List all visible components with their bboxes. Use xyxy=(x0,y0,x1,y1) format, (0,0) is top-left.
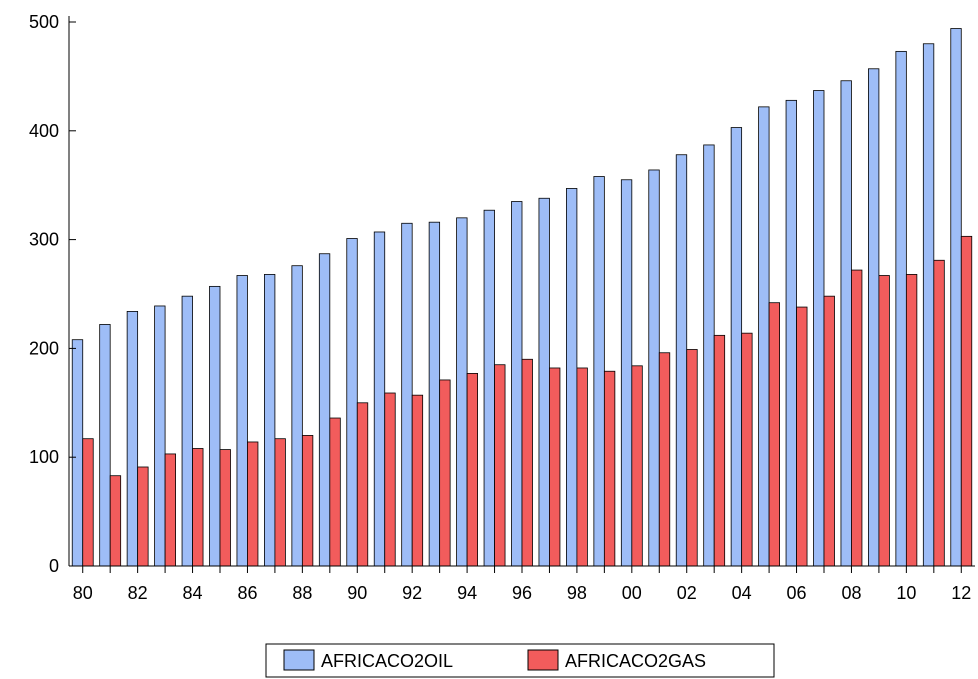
y-tick-label-300: 300 xyxy=(29,230,59,250)
bar-africaco2gas-83 xyxy=(164,453,176,567)
bar-africaco2gas-84 xyxy=(192,448,204,567)
bar-africaco2oil-91 xyxy=(373,231,386,567)
bar-africaco2oil-85 xyxy=(209,285,221,567)
bar-africaco2gas-94 xyxy=(466,373,478,567)
bar-africaco2gas-05 xyxy=(768,302,780,567)
bar-africaco2oil-82 xyxy=(126,311,139,567)
bar-africaco2gas-86 xyxy=(247,441,259,567)
legend-label-africaco2gas: AFRICACO2GAS xyxy=(565,651,706,671)
bar-africaco2gas-09 xyxy=(878,275,890,567)
bar-africaco2gas-03 xyxy=(713,334,726,567)
bar-africaco2gas-10 xyxy=(905,274,918,567)
bar-africaco2gas-88 xyxy=(301,435,314,567)
y-tick-label-500: 500 xyxy=(29,12,59,32)
x-tick-label-88: 88 xyxy=(292,583,312,603)
x-tick-label-12: 12 xyxy=(951,583,971,603)
bar-africaco2oil-81 xyxy=(99,324,111,567)
legend: AFRICACO2OIL AFRICACO2GAS xyxy=(265,643,775,678)
bar-africaco2oil-94 xyxy=(456,217,468,567)
bar-africaco2gas-06 xyxy=(796,306,808,567)
legend-label-africaco2oil: AFRICACO2OIL xyxy=(321,651,453,671)
x-tick-label-82: 82 xyxy=(128,583,148,603)
bar-africaco2oil-88 xyxy=(291,265,303,567)
y-tick-label-200: 200 xyxy=(29,338,59,358)
x-tick-label-98: 98 xyxy=(567,583,587,603)
legend-swatch-africaco2gas xyxy=(527,649,559,671)
bar-africaco2oil-97 xyxy=(538,197,550,567)
bar-africaco2oil-89 xyxy=(318,253,331,567)
bar-africaco2oil-01 xyxy=(648,169,660,567)
bar-africaco2oil-92 xyxy=(401,222,413,567)
bar-africaco2oil-02 xyxy=(675,154,688,567)
x-tick-label-94: 94 xyxy=(457,583,477,603)
bar-africaco2gas-91 xyxy=(384,392,396,567)
x-tick-label-92: 92 xyxy=(402,583,422,603)
bar-africaco2gas-80 xyxy=(82,438,94,567)
bar-africaco2gas-81 xyxy=(109,475,122,567)
bar-africaco2gas-07 xyxy=(823,295,835,567)
bar-africaco2oil-04 xyxy=(730,127,743,567)
y-tick-label-100: 100 xyxy=(29,447,59,467)
x-tick-label-02: 02 xyxy=(677,583,697,603)
axes-layer: 0 100 200 300 400 500 80 82 84 86 88 90 92 94 96 98 00 02… xyxy=(29,12,975,603)
bar-africaco2oil-93 xyxy=(428,221,441,567)
bar-africaco2gas-92 xyxy=(411,394,424,567)
bar-africaco2gas-82 xyxy=(137,466,149,567)
x-tick-label-08: 08 xyxy=(841,583,861,603)
bar-africaco2oil-03 xyxy=(703,144,715,567)
bar-africaco2gas-90 xyxy=(356,402,369,567)
bar-africaco2oil-06 xyxy=(785,99,797,567)
bar-africaco2gas-93 xyxy=(439,379,451,567)
bar-africaco2gas-08 xyxy=(851,269,863,567)
y-tick-label-0: 0 xyxy=(49,556,59,576)
x-tick-label-86: 86 xyxy=(237,583,257,603)
bar-africaco2gas-01 xyxy=(658,352,671,567)
bar-africaco2oil-00 xyxy=(620,179,633,567)
bar-africaco2gas-12 xyxy=(960,235,973,567)
bar-africaco2oil-86 xyxy=(236,275,248,567)
bar-africaco2oil-12 xyxy=(950,28,962,567)
legend-box xyxy=(265,643,775,678)
x-tick-label-00: 00 xyxy=(622,583,642,603)
bar-africaco2gas-89 xyxy=(329,417,341,567)
bar-africaco2oil-10 xyxy=(895,50,907,567)
bar-africaco2oil-80 xyxy=(71,339,84,567)
bar-africaco2gas-85 xyxy=(219,449,231,567)
bar-africaco2gas-11 xyxy=(933,259,945,567)
bar-africaco2oil-96 xyxy=(511,201,523,567)
bar-africaco2oil-83 xyxy=(154,305,166,567)
bar-africaco2oil-84 xyxy=(181,295,193,567)
x-tick-label-10: 10 xyxy=(896,583,916,603)
x-tick-label-84: 84 xyxy=(183,583,203,603)
x-tick-label-04: 04 xyxy=(732,583,752,603)
bar-africaco2gas-95 xyxy=(494,364,506,567)
bar-africaco2gas-97 xyxy=(549,367,561,567)
bar-africaco2oil-11 xyxy=(922,43,935,567)
bars-layer xyxy=(71,28,973,567)
bar-africaco2oil-95 xyxy=(483,209,495,567)
bar-africaco2oil-98 xyxy=(566,188,578,567)
bar-africaco2oil-99 xyxy=(593,176,605,567)
x-tick-label-06: 06 xyxy=(787,583,807,603)
x-tick-label-90: 90 xyxy=(347,583,367,603)
bar-africaco2oil-87 xyxy=(264,274,276,567)
bar-africaco2oil-05 xyxy=(758,106,770,567)
bar-africaco2gas-04 xyxy=(741,332,753,567)
bar-africaco2gas-00 xyxy=(631,365,643,567)
bar-africaco2oil-09 xyxy=(868,68,880,567)
y-tick-label-400: 400 xyxy=(29,121,59,141)
x-tick-label-96: 96 xyxy=(512,583,532,603)
x-tick-label-80: 80 xyxy=(73,583,93,603)
bar-africaco2oil-07 xyxy=(813,90,825,567)
bar-africaco2oil-90 xyxy=(346,238,358,567)
legend-swatch-africaco2oil xyxy=(283,649,315,671)
bar-africaco2gas-87 xyxy=(274,438,286,567)
bar-africaco2oil-08 xyxy=(840,80,852,567)
bar-africaco2gas-99 xyxy=(603,370,616,567)
bar-africaco2gas-96 xyxy=(521,358,533,567)
bar-africaco2gas-02 xyxy=(686,349,698,567)
bar-africaco2gas-98 xyxy=(576,367,588,567)
